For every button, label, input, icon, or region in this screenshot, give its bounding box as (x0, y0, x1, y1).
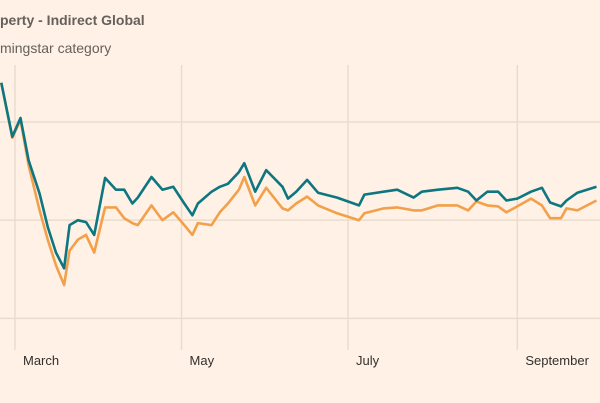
chart-title: perty - Indirect Global (0, 12, 145, 28)
series-line-teal (0, 82, 597, 270)
series-line-orange (0, 82, 598, 287)
x-tick-label: September (525, 353, 589, 368)
x-tick-label: July (356, 353, 380, 368)
x-tick-label: May (190, 353, 215, 368)
gridlines (0, 65, 600, 350)
x-axis-ticks: March May July September (23, 353, 590, 368)
x-tick-label: March (23, 353, 59, 368)
chart-subtitle: mingstar category (0, 40, 112, 56)
series-lines (0, 82, 598, 287)
